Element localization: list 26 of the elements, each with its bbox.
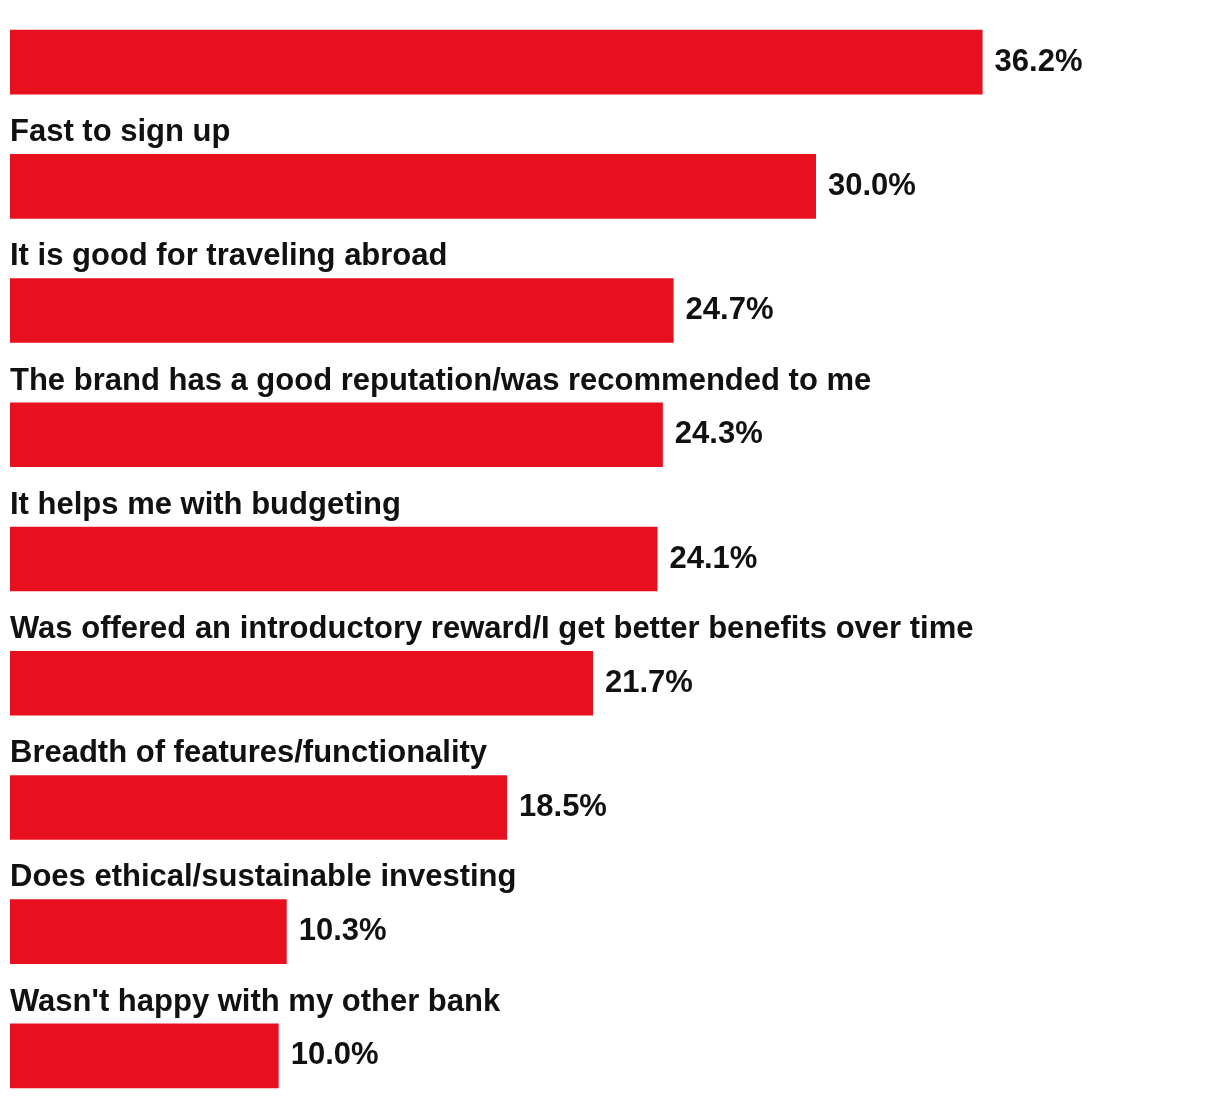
data-label: 24.7% (685, 291, 774, 327)
data-label: 30.0% (828, 166, 916, 202)
bar (10, 899, 287, 964)
y-tick-label: The brand has a good reputation/was recommended to me (10, 361, 872, 397)
bar (10, 775, 508, 840)
data-label: 10.0% (290, 1036, 379, 1072)
y-tick-label: Breadth of features/functionality (10, 734, 488, 770)
data-label: 24.1% (669, 539, 758, 575)
y-tick-label: It helps me with budgeting (10, 485, 401, 521)
data-label: 36.2% (994, 42, 1083, 78)
bar (10, 29, 983, 95)
y-tick-label: Fast to sign up (10, 113, 231, 149)
y-tick-label: Does ethical/sustainable investing (10, 858, 517, 894)
y-tick-label: Was offered an introductory reward/I get better benefits over time (10, 609, 974, 645)
data-label: 18.5% (519, 787, 607, 823)
bar (10, 278, 674, 343)
y-tick-label: It is good for traveling abroad (10, 237, 448, 273)
data-label: 21.7% (605, 663, 693, 699)
data-label: 24.3% (674, 415, 763, 451)
bar (10, 154, 816, 219)
bar (10, 650, 594, 716)
bar (10, 1023, 279, 1089)
y-tick-label: Wasn't happy with my other bank (10, 982, 501, 1018)
data-label: 10.3% (298, 912, 387, 948)
bar (10, 526, 658, 592)
bar (10, 402, 663, 468)
